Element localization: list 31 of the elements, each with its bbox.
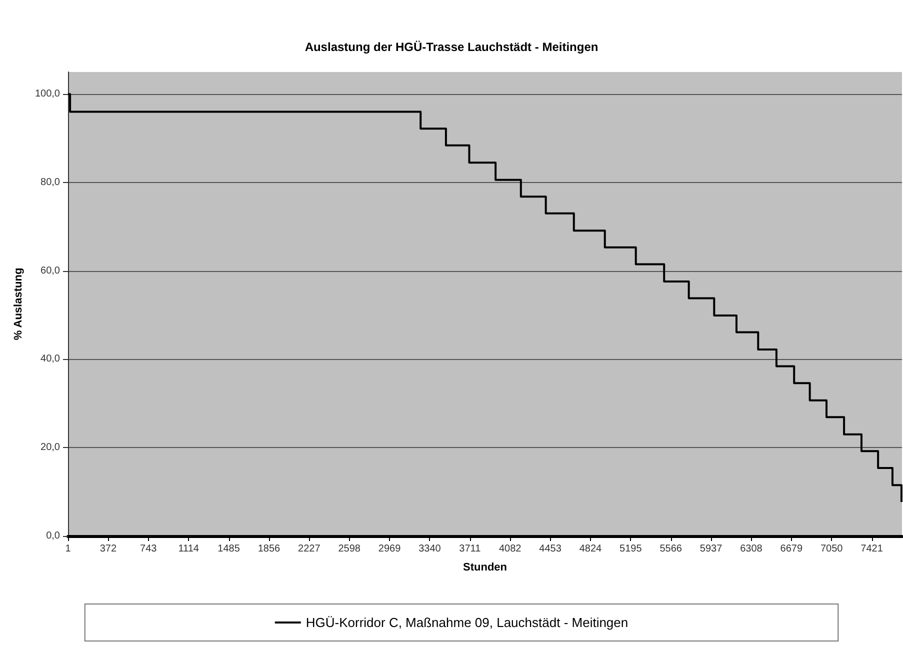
chart-title: Auslastung der HGÜ-Trasse Lauchstädt - Meitingen bbox=[304, 40, 598, 54]
x-tick-label: 372 bbox=[100, 544, 117, 554]
x-tick-label: 4453 bbox=[539, 544, 562, 554]
x-tick-label: 6679 bbox=[780, 544, 803, 554]
y-tick-label: 20,0 bbox=[40, 442, 60, 454]
x-tick-label: 3340 bbox=[418, 544, 442, 554]
y-tick-label: 40,0 bbox=[40, 354, 60, 365]
x-tick-label: 743 bbox=[140, 544, 158, 554]
x-tick-label: 2598 bbox=[338, 544, 361, 554]
x-tick-label: 7050 bbox=[820, 544, 844, 554]
y-tick-label: 0,0 bbox=[46, 530, 60, 542]
x-tick-label: 2227 bbox=[298, 544, 321, 554]
x-axis-title: Stunden bbox=[463, 562, 508, 574]
x-tick-label: 5195 bbox=[620, 544, 642, 554]
x-tick-label: 4824 bbox=[579, 544, 602, 554]
y-tick-label: 80,0 bbox=[40, 176, 60, 188]
x-tick-label: 1114 bbox=[178, 544, 200, 554]
legend-label: HGÜ-Korridor C, Maßnahme 09, Lauchstädt - Meitingen bbox=[306, 615, 628, 630]
x-tick-label: 1856 bbox=[258, 544, 281, 554]
x-tick-label: 7421 bbox=[860, 544, 884, 554]
y-tick-label: 60,0 bbox=[40, 265, 60, 276]
x-tick-label: 1485 bbox=[218, 544, 240, 554]
x-tick-label: 5566 bbox=[660, 544, 682, 554]
x-tick-label: 5937 bbox=[700, 544, 723, 554]
y-axis-title: % Auslastung bbox=[12, 268, 24, 340]
x-tick-label: 2969 bbox=[378, 544, 402, 554]
x-tick-label: 3711 bbox=[459, 544, 482, 554]
x-tick-label: 6308 bbox=[740, 544, 763, 554]
x-tick-label: 4082 bbox=[498, 544, 522, 554]
y-tick-label: 100,0 bbox=[34, 88, 60, 100]
x-tick-label: 1 bbox=[65, 544, 72, 554]
